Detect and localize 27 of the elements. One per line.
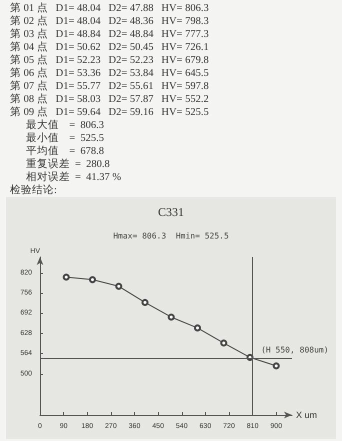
text: 第 06 点 D1= 53.36 D2= 53.84 HV= 645.5 <box>10 67 210 80</box>
text: 第 02 点 D1= 48.04 D2= 48.36 HV= 798.3 <box>10 15 210 28</box>
point <box>168 314 175 321</box>
point <box>142 298 148 306</box>
text: 第 07 点 D1= 55.77 D2= 55.61 HV= 597.8 <box>10 80 210 93</box>
text: 平均值 = 678.8 <box>24 145 106 158</box>
point <box>272 362 280 370</box>
text: 第 09 点 D1= 59.64 D2= 59.16 HV= 525.5 <box>10 106 210 119</box>
point <box>62 274 70 281</box>
text: 重复误差 = 280.8 <box>24 158 111 171</box>
point <box>220 340 228 347</box>
annotation: (H 550, 808um) <box>261 346 329 355</box>
text: 最小值 = 525.5 <box>24 132 106 145</box>
point <box>194 324 201 332</box>
chart-title: C331 <box>158 205 184 219</box>
text: 第 01 点 D1= 48.04 D2= 47.88 HV= 806.3 <box>10 2 210 15</box>
text: 第 03 点 D1= 48.84 D2= 48.84 HV= 777.3 <box>10 28 210 41</box>
chart-subtitle: Hmax= 806.3 Hmin= 525.5 <box>113 232 229 240</box>
point <box>115 282 122 290</box>
point <box>89 276 96 284</box>
text: 相对误差 = 41.37 % <box>24 171 122 184</box>
text: 第 04 点 D1= 50.62 D2= 50.45 HV= 726.1 <box>10 41 210 54</box>
text: 检验结论: <box>10 184 58 197</box>
text: 第 08 点 D1= 58.03 D2= 57.87 HV= 552.2 <box>10 93 210 106</box>
x-axis-title: X um <box>296 410 318 420</box>
text: 最大值 = 806.3 <box>24 119 106 132</box>
text: 第 05 点 D1= 52.23 D2= 52.23 HV= 679.8 <box>10 54 210 67</box>
